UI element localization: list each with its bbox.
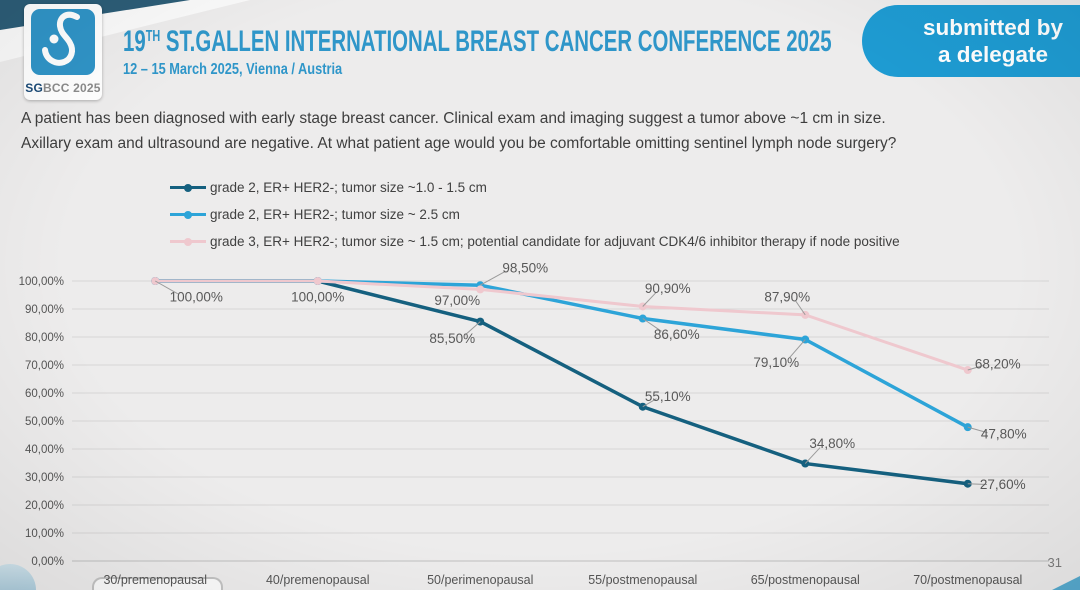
y-axis-tick-label: 80,00% xyxy=(25,332,64,344)
data-label: 98,50% xyxy=(502,261,548,276)
data-label-leader xyxy=(794,300,806,316)
sgbcc-logo-icon xyxy=(31,9,95,75)
y-axis-tick-label: 40,00% xyxy=(25,444,64,456)
data-label: 47,80% xyxy=(981,427,1027,442)
y-axis-tick-label: 50,00% xyxy=(25,416,64,428)
x-axis-label: 70/postmenopausal xyxy=(913,573,1022,587)
data-label: 55,10% xyxy=(645,389,691,404)
data-label: 97,00% xyxy=(434,293,480,308)
conference-subtitle: 12 – 15 March 2025, Vienna / Austria xyxy=(123,61,343,78)
data-label: 90,90% xyxy=(645,281,691,296)
data-label: 87,90% xyxy=(764,289,810,304)
x-axis-label: 30/premenopausal xyxy=(103,573,207,587)
legend-marker-icon xyxy=(170,183,206,192)
data-label: 86,60% xyxy=(654,327,700,342)
badge-line2: a delegate xyxy=(937,42,1049,67)
y-axis-tick-label: 0,00% xyxy=(31,556,64,568)
y-axis-tick-label: 20,00% xyxy=(25,500,64,512)
page-number: 31 xyxy=(1047,555,1062,570)
series-line-3 xyxy=(155,279,969,372)
y-axis-tick-label: 100,00% xyxy=(19,276,64,288)
logo-text: SGBCC 2025 xyxy=(24,81,102,95)
y-axis-tick-label: 10,00% xyxy=(25,528,64,540)
x-axis-label: 55/postmenopausal xyxy=(588,573,697,587)
data-label-leader xyxy=(155,280,179,295)
legend-label: grade 2, ER+ HER2-; tumor size ~ 2.5 cm xyxy=(210,207,460,222)
data-label-leader xyxy=(788,339,806,359)
question-line-2: Axillary exam and ultrasound are negativ… xyxy=(21,134,897,152)
logo-card: SGBCC 2025 xyxy=(24,4,102,100)
data-label-leader xyxy=(642,291,657,307)
logo-year: BCC 2025 xyxy=(43,81,101,95)
legend-item-series1: grade 2, ER+ HER2-; tumor size ~1.0 - 1.… xyxy=(170,178,900,197)
title-superscript: TH xyxy=(145,28,161,45)
data-point xyxy=(313,277,322,285)
x-axis-label: 40/premenopausal xyxy=(266,573,370,587)
data-label: 79,10% xyxy=(753,355,799,370)
data-label-leader xyxy=(967,426,988,434)
series-line-1 xyxy=(155,279,968,486)
y-axis-tick-label: 70,00% xyxy=(25,360,64,372)
y-axis-tick-label: 30,00% xyxy=(25,472,64,484)
question-text: A patient has been diagnosed with early … xyxy=(21,107,1066,156)
data-label-leader xyxy=(967,483,988,486)
logo-sg: SG xyxy=(25,81,44,95)
data-label-leader xyxy=(642,318,662,332)
data-point xyxy=(801,310,810,319)
bottom-overlay-card xyxy=(92,577,223,590)
data-label: 34,80% xyxy=(809,436,855,451)
data-label: 100,00% xyxy=(170,290,223,305)
data-label-leader xyxy=(967,364,985,371)
data-label-leader xyxy=(464,321,481,336)
data-point xyxy=(963,366,972,375)
y-axis-tick-label: 90,00% xyxy=(25,304,64,316)
question-line-1: A patient has been diagnosed with early … xyxy=(21,110,886,127)
series-line-2 xyxy=(155,279,969,429)
y-axis-tick-label: 60,00% xyxy=(25,388,64,400)
data-point xyxy=(476,285,485,294)
x-axis-label: 50/perimenopausal xyxy=(427,573,533,587)
chart-svg: 100,00% 90,00% 80,00% 70,00% 60,00% 50,00% 40,… xyxy=(19,261,1049,587)
legend-marker-icon xyxy=(170,210,206,219)
chart-legend: grade 2, ER+ HER2-; tumor size ~1.0 - 1.… xyxy=(170,178,900,259)
data-label: 27,60% xyxy=(980,477,1026,492)
legend-label: grade 3, ER+ HER2-; tumor size ~ 1.5 cm;… xyxy=(210,234,900,249)
legend-marker-icon xyxy=(170,237,206,246)
data-label: 100,00% xyxy=(291,290,344,305)
data-label-leader xyxy=(642,398,657,408)
data-label-leader xyxy=(804,447,821,464)
data-label-leader xyxy=(480,271,506,286)
submitted-by-delegate-badge: submitted by a delegate xyxy=(862,5,1080,77)
data-label: 85,50% xyxy=(429,331,475,346)
x-axis-label: 65/postmenopausal xyxy=(751,573,860,587)
conference-title: 19TH ST.GALLEN INTERNATIONAL BREAST CANC… xyxy=(123,25,832,58)
legend-item-series3: grade 3, ER+ HER2-; tumor size ~ 1.5 cm;… xyxy=(170,232,900,251)
data-label: 68,20% xyxy=(975,357,1021,372)
data-point xyxy=(638,314,647,323)
legend-item-series2: grade 2, ER+ HER2-; tumor size ~ 2.5 cm xyxy=(170,205,900,224)
badge-line1: submitted by xyxy=(922,15,1063,40)
legend-label: grade 2, ER+ HER2-; tumor size ~1.0 - 1.… xyxy=(210,180,487,195)
